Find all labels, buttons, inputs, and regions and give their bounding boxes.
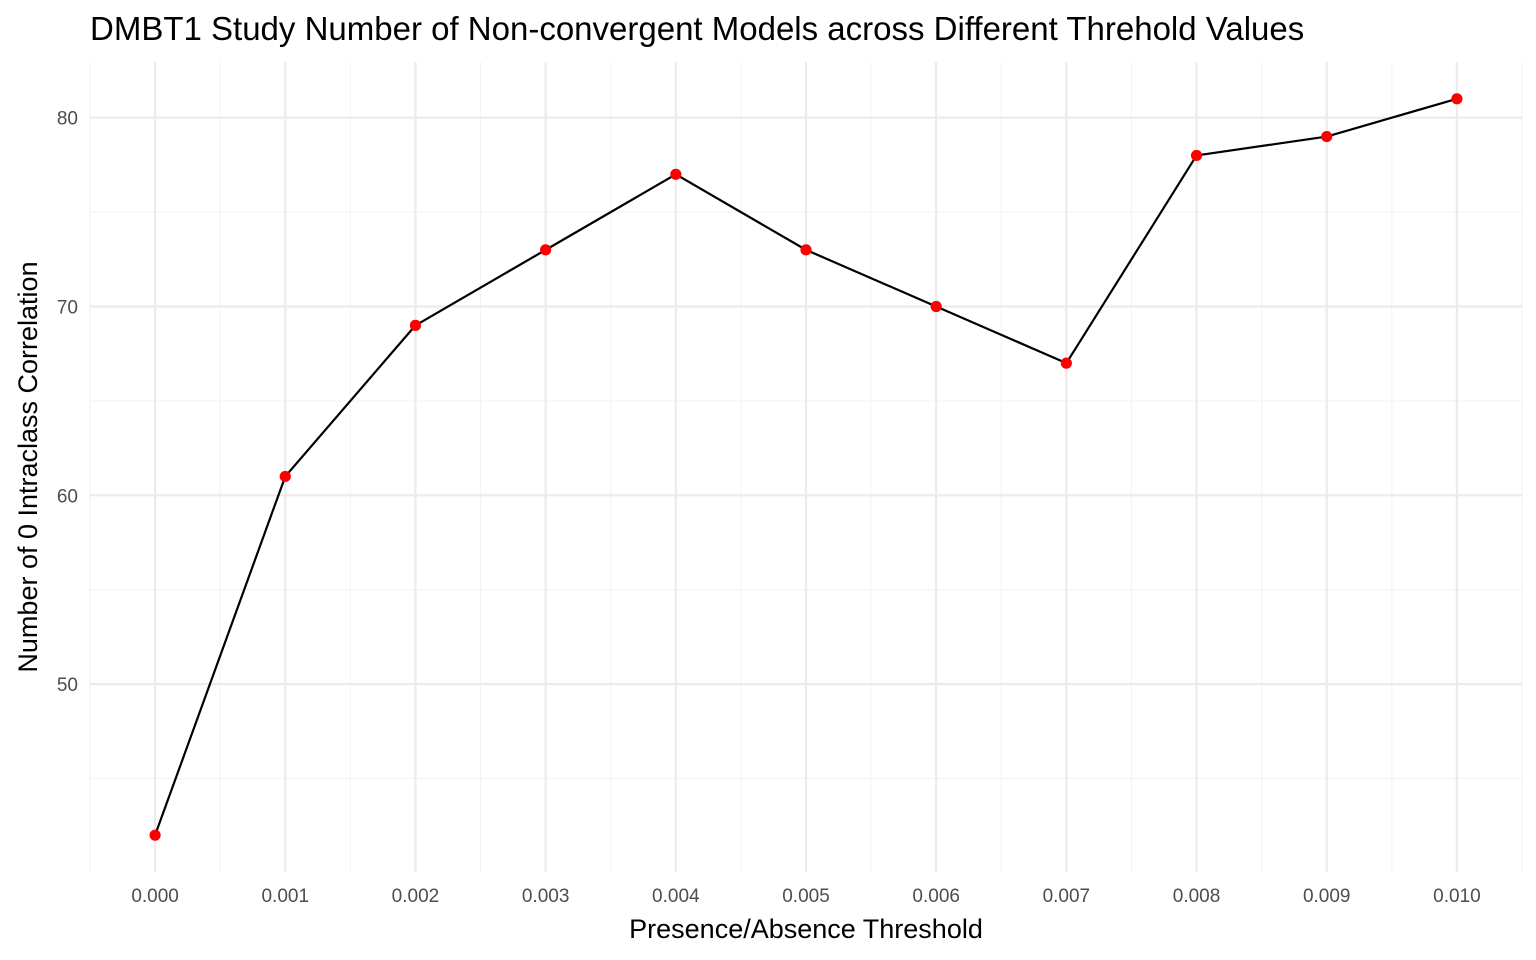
y-axis-title: Number of 0 Intraclass Correlation	[13, 261, 43, 672]
x-tick-label: 0.005	[782, 886, 830, 907]
y-tick-label: 80	[57, 109, 78, 130]
x-tick-label: 0.006	[912, 886, 960, 907]
chart-title: DMBT1 Study Number of Non-convergent Mod…	[90, 10, 1305, 47]
x-tick-label: 0.008	[1173, 886, 1221, 907]
x-tick-label: 0.004	[652, 886, 700, 907]
series-layer	[149, 93, 1463, 841]
data-point	[1451, 93, 1463, 105]
x-tick-label: 0.001	[261, 886, 309, 907]
data-point	[540, 244, 552, 256]
x-tick-label: 0.002	[392, 886, 440, 907]
y-tick-label: 70	[57, 298, 78, 319]
x-tick-label: 0.010	[1433, 886, 1481, 907]
data-point	[930, 300, 942, 313]
data-point	[1060, 357, 1072, 369]
x-tick-label: 0.000	[131, 886, 179, 907]
y-tick-label: 50	[57, 675, 78, 696]
data-point	[279, 470, 291, 483]
data-point	[149, 829, 161, 841]
axis-layer: 50 60 70 80 0.000 0.001 0.002 0.003 0.004 0.005 0.…	[57, 109, 1481, 907]
data-point	[1190, 149, 1203, 162]
x-tick-label: 0.009	[1303, 886, 1351, 907]
x-tick-label: 0.003	[522, 886, 570, 907]
x-axis-title: Presence/Absence Threshold	[629, 914, 983, 944]
x-tick-label: 0.007	[1043, 886, 1091, 907]
data-point	[1321, 130, 1333, 143]
data-point	[670, 168, 682, 180]
grid-layer	[89, 62, 1523, 872]
data-point	[800, 244, 812, 256]
data-point	[409, 319, 422, 331]
y-tick-label: 60	[57, 486, 78, 507]
